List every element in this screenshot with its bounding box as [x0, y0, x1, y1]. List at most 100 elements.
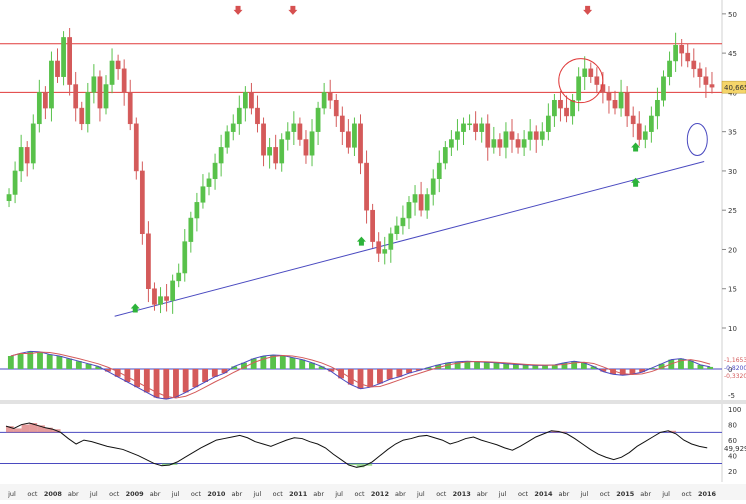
candle-body	[588, 68, 594, 77]
rsi-oversold-fill	[161, 463, 170, 466]
candle-body	[473, 123, 479, 132]
candle-body	[455, 131, 460, 140]
candle-body	[424, 194, 430, 211]
candle-body	[709, 84, 715, 88]
candle-body	[115, 60, 121, 70]
buy-arrow-icon	[631, 142, 641, 152]
oscillator-value-label: -1,1653	[724, 357, 746, 364]
candle-body	[661, 76, 666, 101]
candle-body	[339, 115, 345, 132]
candle-body	[73, 84, 79, 109]
candle-body	[430, 178, 436, 195]
histogram-bar	[619, 369, 626, 376]
histogram-bar	[590, 366, 597, 369]
candle-body	[267, 147, 272, 156]
candle-body	[55, 60, 60, 77]
candle-body	[612, 99, 618, 109]
candle-body	[218, 147, 224, 164]
candle-body	[194, 202, 200, 219]
histogram-bar	[143, 369, 150, 393]
candle-body	[497, 139, 503, 148]
histogram-bar	[483, 362, 490, 369]
x-axis-year-label: 2008	[44, 490, 63, 498]
candle-body	[200, 186, 206, 203]
candle-body	[285, 131, 291, 140]
candle-body	[491, 139, 497, 148]
histogram-bar	[377, 369, 383, 384]
x-axis-month-label: oct	[191, 490, 202, 498]
panel-separator	[0, 400, 746, 404]
rsi-oversold-fill	[348, 463, 357, 465]
x-axis-month-label: abr	[640, 490, 651, 498]
candle-body	[43, 92, 48, 109]
candle-body	[667, 60, 672, 77]
candle-body	[394, 225, 400, 235]
candle-body	[388, 233, 394, 250]
candle-body	[418, 194, 424, 211]
x-axis-band	[0, 484, 746, 500]
x-axis-month-label: oct	[436, 490, 447, 498]
price-tick-label: 35	[728, 129, 737, 137]
rsi-oversold-fill	[356, 463, 365, 468]
rsi-overbought-fill	[13, 428, 22, 433]
candle-body	[467, 123, 472, 126]
candle-body	[618, 92, 624, 109]
histogram-bar	[27, 351, 34, 369]
candle-body	[97, 76, 103, 109]
rsi-oversold-fill	[364, 463, 373, 466]
candle-body	[509, 131, 515, 140]
histogram-bar	[454, 361, 461, 369]
candle-body	[303, 139, 309, 156]
candle-body	[333, 99, 339, 117]
histogram-bar	[105, 369, 111, 372]
histogram-bar	[386, 369, 393, 380]
histogram-bar	[250, 358, 257, 369]
candle-body	[479, 123, 485, 132]
histogram-bar	[406, 369, 412, 374]
histogram-bar	[56, 356, 63, 369]
candle-body	[12, 170, 18, 195]
oscillator-tick-label: 0	[728, 366, 732, 374]
candle-body	[370, 209, 375, 242]
histogram-bar	[357, 369, 364, 389]
x-axis-month-label: abr	[559, 490, 570, 498]
histogram-bar	[425, 367, 432, 369]
rsi-overbought-fill	[21, 424, 30, 433]
sell-arrow-icon	[288, 5, 298, 15]
histogram-bar	[639, 369, 646, 373]
sell-arrow-icon	[583, 5, 593, 15]
price-tick-label: 15	[728, 286, 737, 294]
candle-body	[539, 131, 545, 140]
histogram-bar	[134, 369, 141, 388]
candle-body	[18, 147, 24, 172]
histogram-bar	[415, 369, 422, 371]
histogram-bar	[85, 363, 92, 369]
histogram-bar	[493, 362, 500, 369]
candle-body	[576, 76, 582, 101]
oscillator-tick-label: -5	[728, 392, 735, 400]
histogram-bar	[182, 369, 189, 393]
histogram-bar	[37, 351, 43, 369]
histogram-bar	[367, 369, 374, 388]
rsi-line	[5, 422, 708, 468]
candle-body	[261, 123, 266, 156]
candle-body	[291, 123, 297, 132]
candle-body	[636, 123, 642, 140]
histogram-bar	[629, 369, 636, 375]
histogram-bar	[338, 369, 344, 379]
candle-body	[67, 37, 72, 85]
candle-body	[152, 288, 157, 305]
candle-body	[449, 139, 454, 148]
rsi-overbought-fill	[668, 430, 677, 433]
x-axis-month-label: jul	[416, 490, 425, 498]
histogram-bar	[289, 357, 296, 369]
x-axis-year-label: 2011	[289, 490, 308, 498]
candle-body	[255, 107, 260, 125]
histogram-bar	[17, 353, 24, 369]
candle-body	[376, 241, 382, 254]
candle-body	[461, 123, 466, 132]
rsi-overbought-fill	[37, 425, 45, 433]
candle-body	[321, 92, 327, 109]
